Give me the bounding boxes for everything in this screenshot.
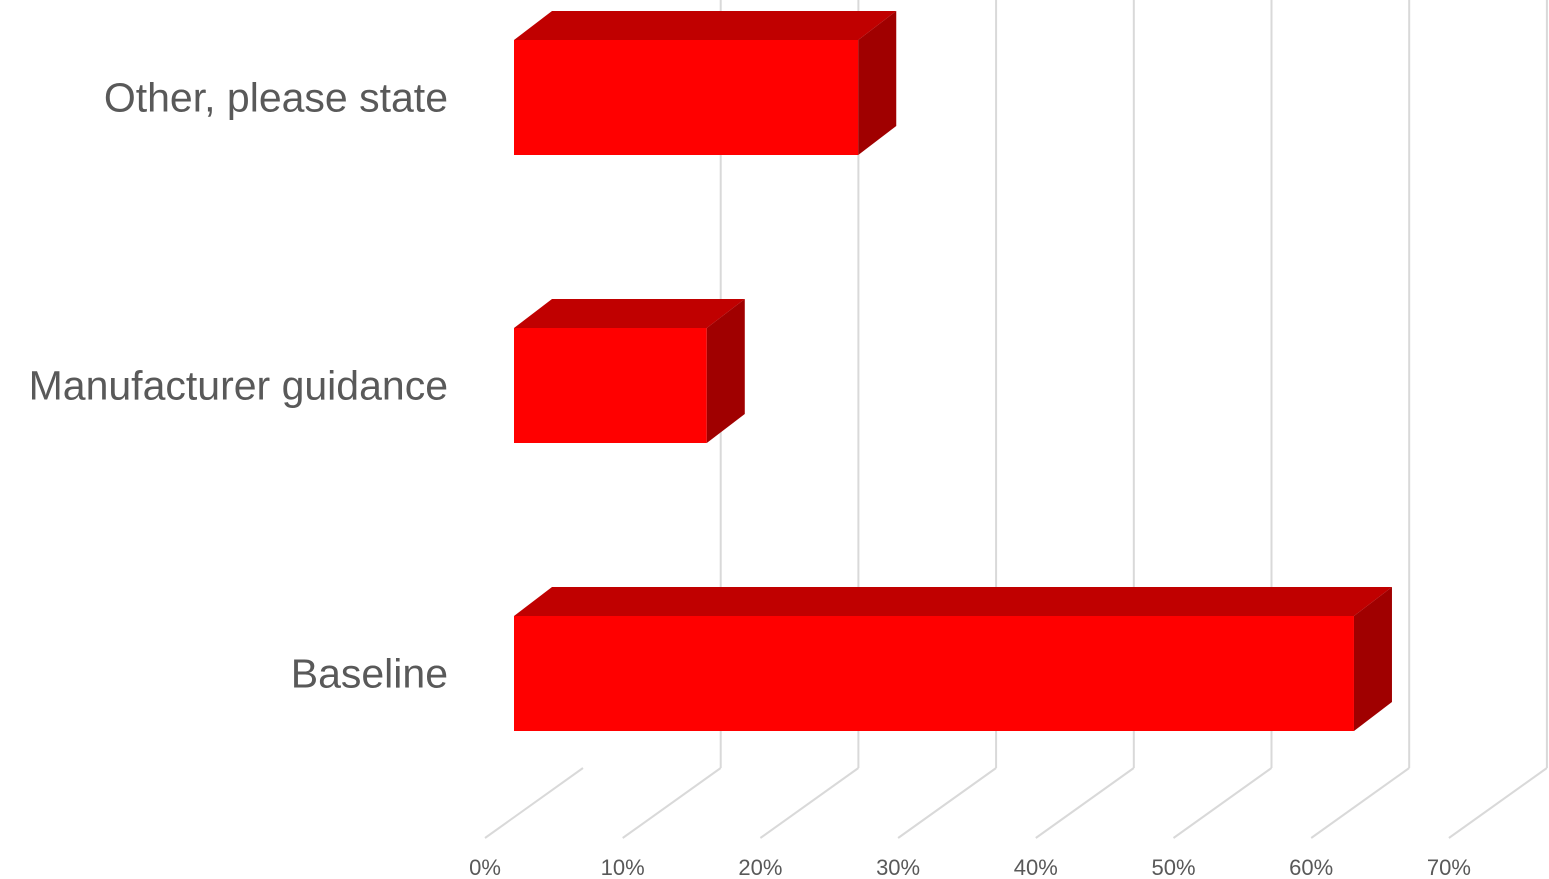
gridline-floor: [1035, 767, 1135, 839]
category-label: Other, please state: [104, 75, 448, 121]
bar-top: [514, 299, 745, 328]
bar-side: [1353, 587, 1392, 731]
bar-top: [514, 11, 897, 40]
bar-side: [858, 11, 897, 155]
bar-front: [514, 616, 1354, 731]
x-tick-label: 70%: [1427, 855, 1471, 879]
bar-front: [514, 40, 859, 155]
x-tick-label: 10%: [601, 855, 645, 879]
gridline-floor: [1448, 767, 1548, 839]
x-tick-label: 20%: [738, 855, 782, 879]
bar-side: [706, 299, 745, 443]
gridline-floor: [897, 767, 997, 839]
gridline-floor: [759, 767, 859, 839]
x-tick-label: 30%: [876, 855, 920, 879]
x-tick-label: 50%: [1151, 855, 1195, 879]
gridline-floor: [1172, 767, 1273, 839]
x-tick-label: 40%: [1014, 855, 1058, 879]
gridline-floor: [1310, 767, 1410, 839]
category-label: Manufacturer guidance: [29, 363, 448, 409]
bar-top: [514, 587, 1392, 616]
gridline-floor: [484, 767, 584, 839]
bar-front: [514, 328, 707, 443]
x-tick-label: 0%: [469, 855, 501, 879]
gridline-floor: [622, 767, 722, 839]
category-label: Baseline: [291, 651, 448, 697]
x-tick-label: 60%: [1289, 855, 1333, 879]
